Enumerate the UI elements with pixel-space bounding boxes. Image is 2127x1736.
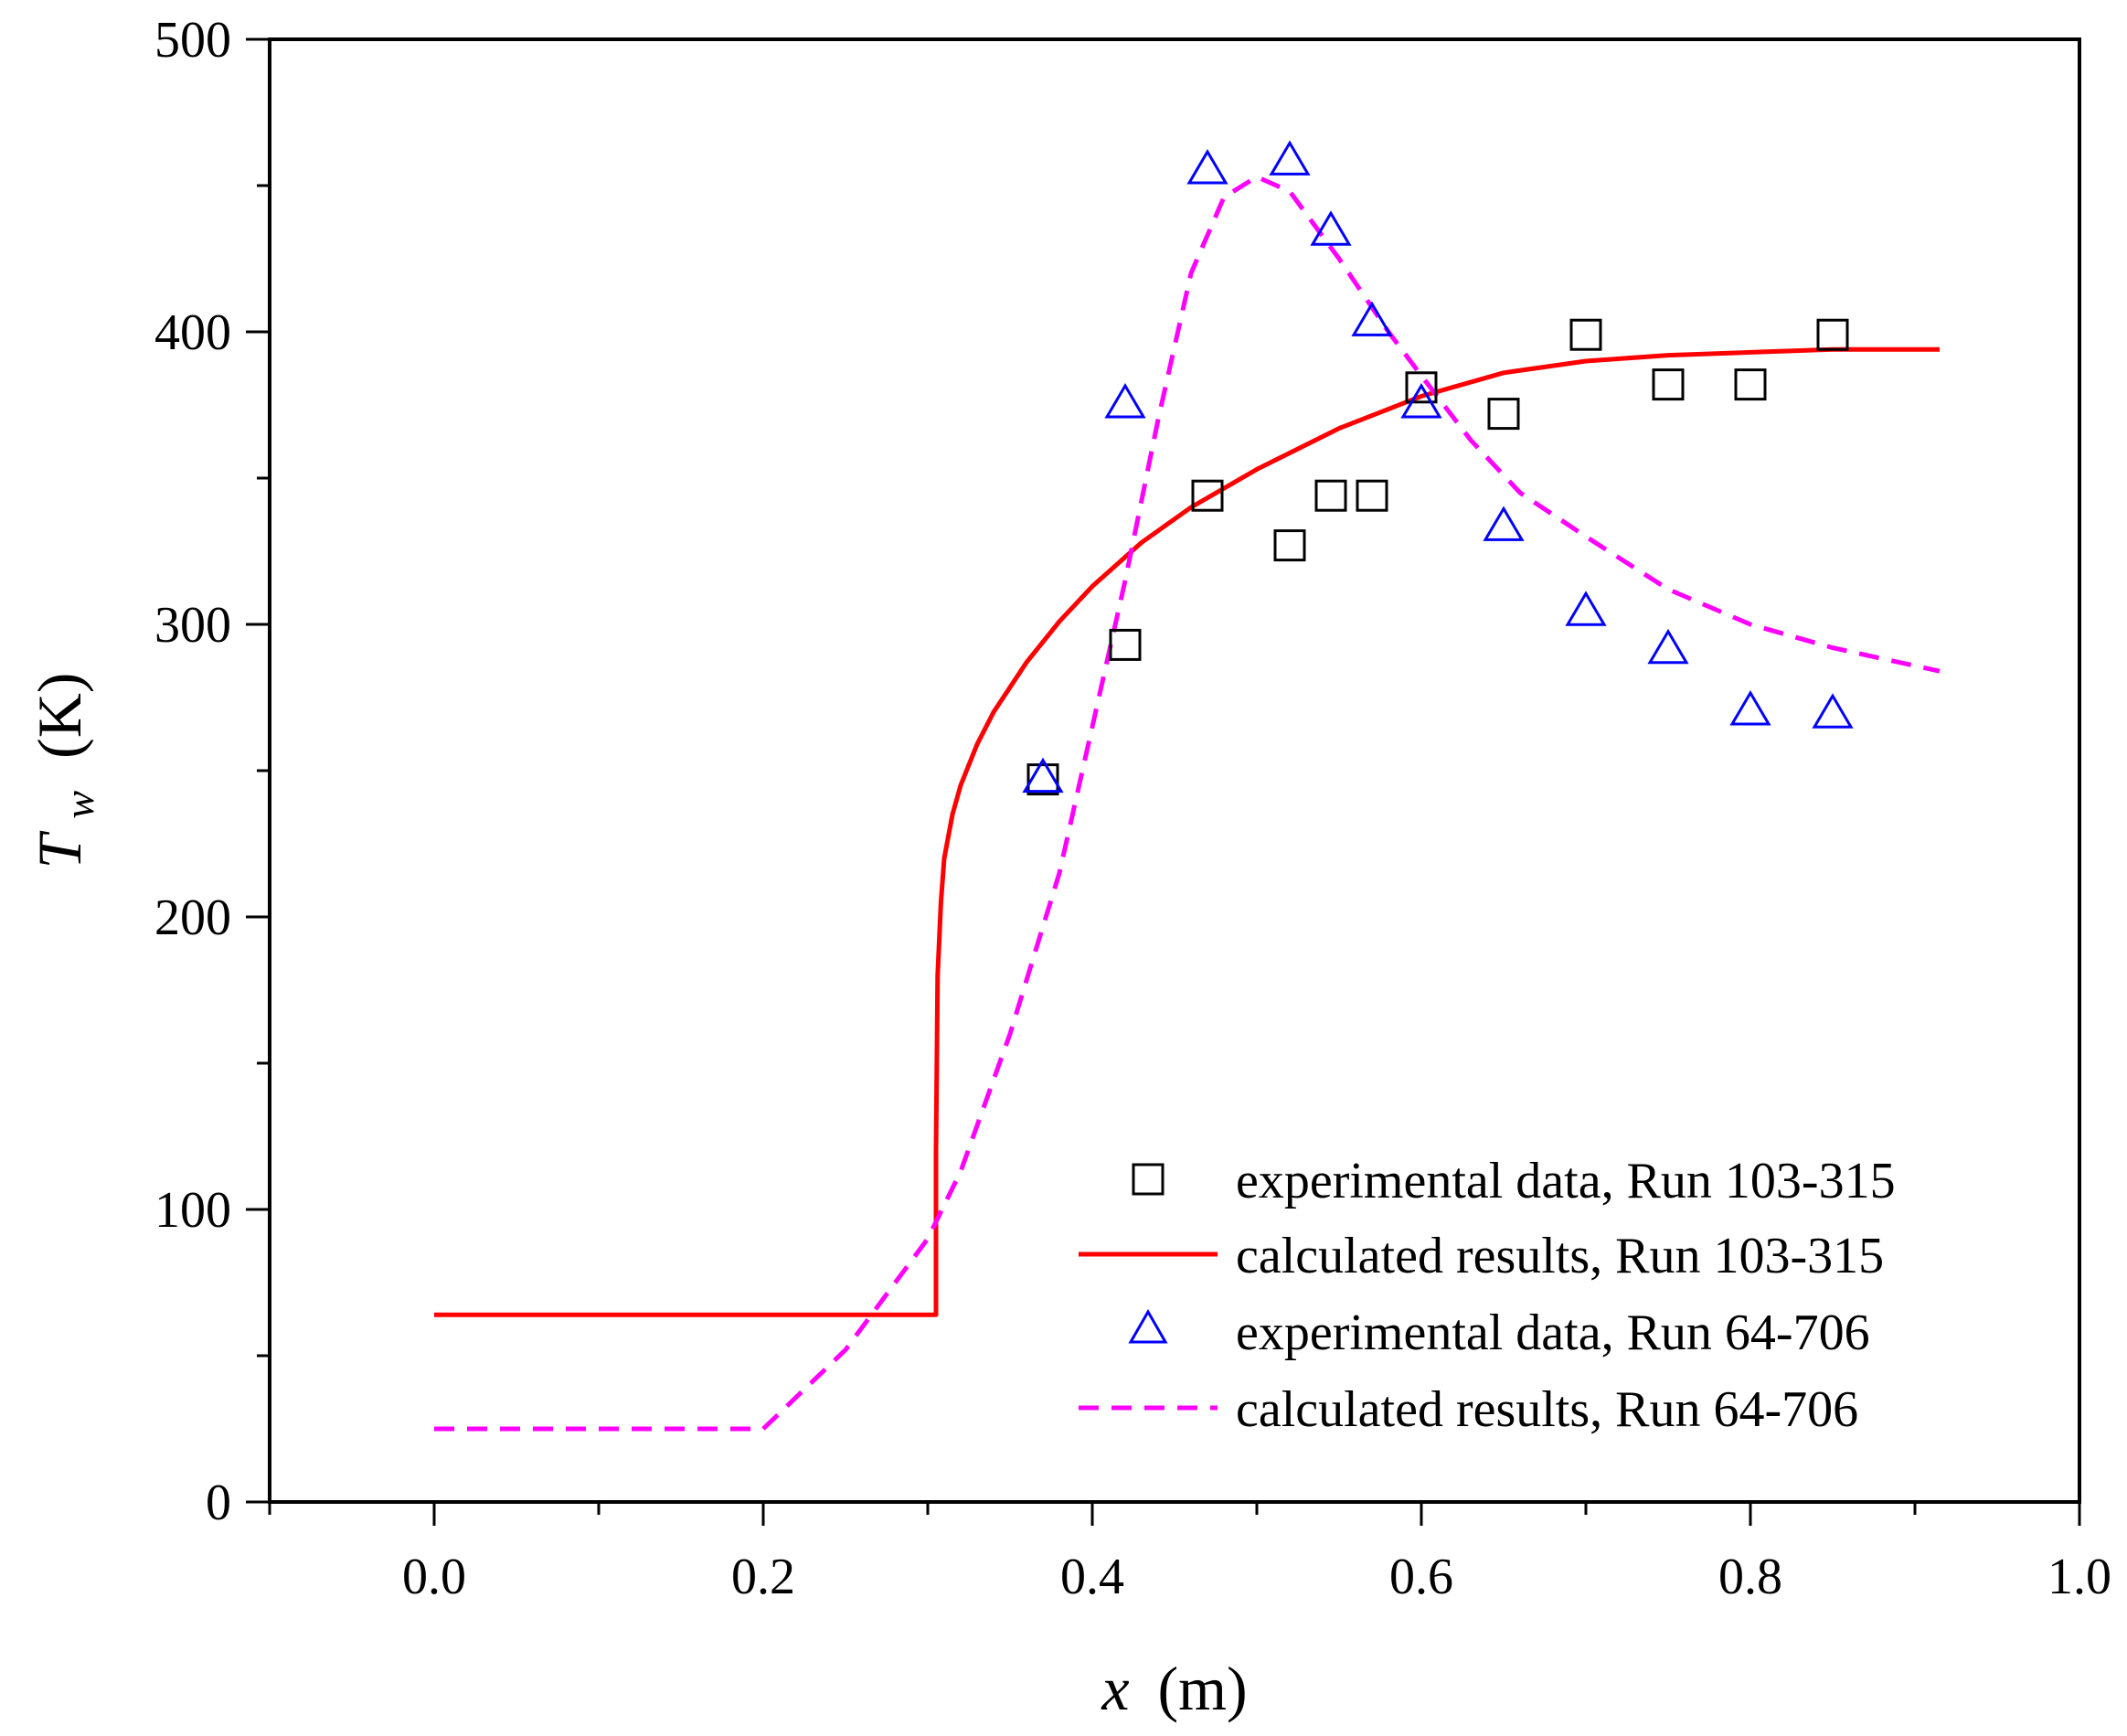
square-data-point: [1569, 318, 1602, 351]
legend-item: experimental data, Run 64-706: [1128, 1305, 1870, 1361]
triangle-data-point: [1186, 149, 1228, 185]
y-tick-label: 0: [206, 1475, 231, 1531]
legend-item: calculated results, Run 64-706: [1079, 1381, 1858, 1438]
x-axis-title: x (m): [1101, 1654, 1247, 1723]
x-tick-label: 1.0: [2047, 1549, 2111, 1605]
triangle-data-point: [1269, 140, 1311, 176]
triangle-data-point: [1565, 591, 1607, 626]
y-tick-label: 200: [154, 889, 231, 946]
triangle-data-point: [1022, 757, 1064, 793]
axes-layer: 0.0 0.2 0.4 0.6 0.8 1.0 0 100 200 300 400 500: [154, 12, 2111, 1605]
x-tick-label: 0.8: [1718, 1549, 1782, 1605]
square-data-point: [1026, 763, 1059, 796]
legend-item: experimental data, Run 103-315: [1132, 1153, 1896, 1209]
y-tick-label: 300: [154, 597, 231, 654]
legend-label: experimental data, Run 64-706: [1236, 1305, 1870, 1361]
x-tick-label: 0.6: [1389, 1549, 1453, 1605]
series-layer: [434, 140, 1941, 1432]
legend-triangle-marker: [1128, 1308, 1168, 1344]
square-data-point: [1652, 368, 1685, 401]
square-data-point: [1734, 368, 1767, 401]
square-data-point: [1816, 318, 1849, 351]
legend: experimental data, Run 103-315 calculate…: [1079, 1153, 1896, 1438]
y-tick-label: 400: [154, 304, 231, 361]
triangle-data-point: [1104, 383, 1146, 419]
triangle-data-point: [1729, 690, 1771, 726]
x-tick-label: 0.4: [1060, 1549, 1124, 1605]
legend-item: calculated results, Run 103-315: [1079, 1228, 1884, 1284]
square-data-point: [1487, 398, 1520, 431]
legend-label: experimental data, Run 103-315: [1236, 1153, 1896, 1209]
dashed-series-line: [434, 174, 1941, 1432]
square-data-point: [1109, 628, 1142, 661]
y-tick-label: 100: [154, 1182, 231, 1239]
triangle-data-point: [1310, 210, 1352, 246]
x-tick-label: 0.2: [731, 1549, 795, 1605]
solid-series-line: [434, 346, 1940, 1317]
triangle-data-point: [1812, 693, 1854, 729]
triangle-data-point: [1400, 383, 1442, 419]
square-data-point: [1191, 479, 1224, 512]
legend-label: calculated results, Run 64-706: [1236, 1381, 1858, 1438]
triangle-data-point: [1483, 506, 1525, 541]
y-tick-label: 500: [154, 12, 231, 69]
square-data-point: [1405, 371, 1438, 404]
y-axis-title: T w (K): [25, 673, 107, 869]
triangle-data-point: [1351, 301, 1393, 336]
legend-label: calculated results, Run 103-315: [1236, 1228, 1884, 1284]
triangle-data-point: [1647, 628, 1689, 665]
legend-square-marker: [1132, 1163, 1165, 1196]
x-tick-label: 0.0: [402, 1549, 466, 1605]
square-data-point: [1273, 529, 1306, 562]
square-data-point: [1314, 479, 1347, 512]
square-data-point: [1356, 479, 1388, 512]
